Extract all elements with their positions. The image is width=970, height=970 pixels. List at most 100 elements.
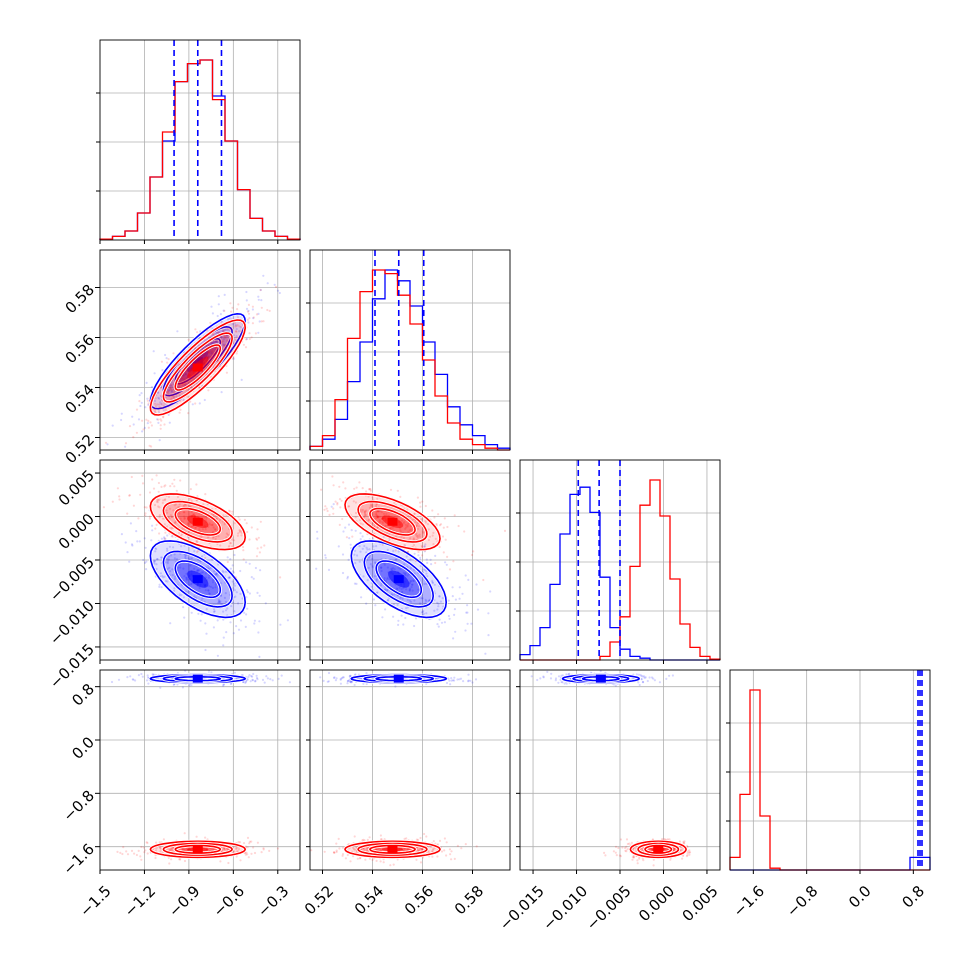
scatter-point [239,326,242,329]
scatter-point [245,561,248,564]
scatter-point [223,847,226,850]
scatter-point [474,678,478,681]
scatter-point [246,310,250,313]
scatter-point [379,860,382,863]
scatter-point [437,605,440,608]
scatter-point [146,676,150,679]
scatter-point [191,557,194,560]
scatter-point [418,535,421,538]
scatter-point [436,608,439,611]
scatter-point [214,586,217,589]
scatter-point [148,397,151,400]
scatter-point [668,674,671,677]
scatter-point [119,851,122,855]
scatter-point [171,568,174,571]
scatter-point [614,845,618,848]
scatter-point [223,330,226,333]
scatter-point [554,679,557,682]
scatter-point [425,835,428,838]
scatter-point [130,475,133,479]
scatter-point [216,331,219,335]
scatter-point [658,681,662,684]
density-peak-0 [393,575,404,584]
scatter-point [361,487,364,490]
scatter-point [250,576,253,579]
scatter-point [211,312,214,315]
scatter-point [178,858,181,861]
scatter-point [444,561,447,564]
scatter-point [126,512,129,515]
scatter-point [418,533,421,536]
scatter-point [668,838,671,841]
scatter-point [126,551,129,554]
scatter-point [211,341,214,344]
contour-line-series-1 [174,507,222,536]
scatter-point [374,540,377,543]
scatter-point [358,481,361,484]
scatter-point [251,308,254,311]
scatter-point [190,499,193,502]
scatter-point [248,538,251,541]
scatter-point [379,834,382,837]
scatter-point [224,600,228,604]
scatter-point [207,351,210,354]
scatter-point [169,485,172,488]
contour-line-series-0 [149,540,247,619]
scatter-point [453,679,456,682]
scatter-point [423,832,426,836]
scatter-point [236,308,239,311]
scatter-point [393,568,396,571]
scatter-point [198,586,201,590]
scatter-point [186,395,189,398]
scatter-point [640,678,644,681]
scatter-point [230,328,233,331]
scatter-point [280,674,283,677]
scatter-point [463,530,466,533]
scatter-point [122,846,125,849]
scatter-point [374,561,377,564]
scatter-point [423,545,426,548]
scatter-point [247,303,250,306]
scatter-point [158,585,161,589]
scatter-point [261,678,265,682]
scatter-point [432,849,435,852]
scatter-point [404,572,407,575]
scatter-point [146,674,149,677]
scatter-point [210,513,213,516]
scatter-point [201,571,205,574]
scatter-point [465,611,468,614]
scatter-point [215,572,218,575]
scatter-point [190,379,193,382]
scatter-point [225,532,228,535]
scatter-point [433,847,436,850]
scatter-point [147,426,150,429]
panel-background [100,40,300,240]
scatter-point [223,848,226,851]
scatter-point [183,517,186,521]
scatter-point [208,360,211,363]
scatter-point [222,636,225,639]
scatter-point [224,344,227,347]
scatter-point [173,478,176,481]
scatter-point [397,619,400,622]
scatter-point [170,389,173,392]
density-peak-0 [192,357,203,366]
scatter-point [406,574,409,577]
scatter-point [262,274,265,277]
scatter-point [170,849,174,852]
scatter-point [619,838,623,841]
scatter-point [394,685,397,688]
scatter-point [231,564,234,567]
scatter-point [376,515,379,518]
scatter-point [153,562,156,565]
scatter-point [182,567,185,570]
scatter-point [279,623,282,626]
scatter-point [412,537,415,540]
scatter-point [232,571,235,574]
scatter-point [212,581,215,584]
scatter-point [180,540,183,544]
scatter-point [173,557,176,560]
scatter-point [349,680,352,683]
scatter-point [454,630,457,633]
scatter-point [347,523,351,526]
